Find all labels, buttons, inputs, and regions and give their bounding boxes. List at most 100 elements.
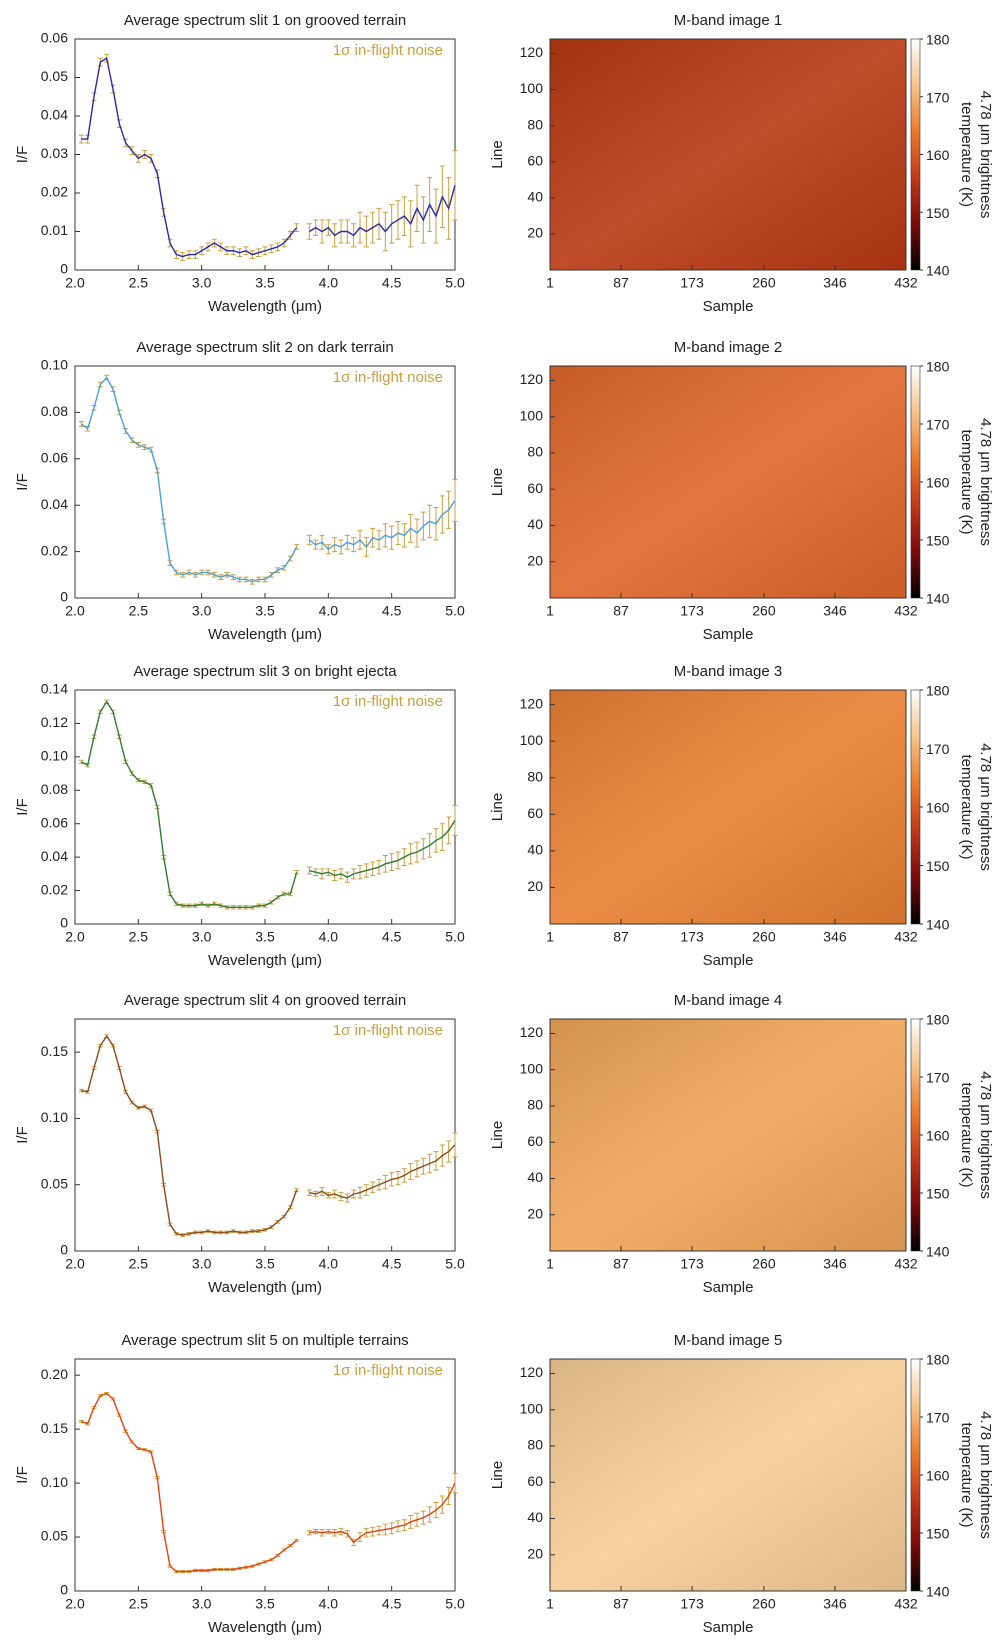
x-tick-label: 4.0 xyxy=(319,1596,339,1612)
y-tick-label: 20 xyxy=(527,1205,543,1221)
x-axis-label: Wavelength (μm) xyxy=(208,952,322,969)
x-tick-label: 2.0 xyxy=(65,275,85,291)
y-tick-label: 0.02 xyxy=(41,542,68,558)
y-tick-label: 60 xyxy=(527,1473,543,1489)
y-axis-label: Line xyxy=(489,1121,506,1149)
x-tick-label: 2.5 xyxy=(129,1256,149,1272)
noise-annotation: 1σ in-flight noise xyxy=(333,693,443,710)
chart-title: Average spectrum slit 3 on bright ejecta xyxy=(133,663,397,680)
error-bar xyxy=(452,1472,458,1494)
error-bar xyxy=(78,134,84,144)
y-tick-label: 0.10 xyxy=(41,748,68,764)
colorbar-tick-label: 180 xyxy=(926,1012,950,1028)
x-tick-label: 3.0 xyxy=(192,275,212,291)
y-tick-label: 80 xyxy=(527,768,543,784)
spectrum-line xyxy=(81,1392,456,1573)
x-tick-label: 3.0 xyxy=(192,929,212,945)
colorbar-tick-label: 140 xyxy=(926,591,950,607)
y-tick-label: 0.03 xyxy=(41,145,68,161)
y-tick-label: 0 xyxy=(60,1582,68,1598)
x-tick-label: 4.5 xyxy=(382,1596,402,1612)
y-tick-label: 40 xyxy=(527,1169,543,1185)
y-tick-label: 0.06 xyxy=(41,450,68,466)
x-tick-label: 173 xyxy=(680,1596,704,1612)
error-bar xyxy=(78,1088,84,1093)
plot-frame xyxy=(549,365,907,599)
y-axis-label: Line xyxy=(489,468,506,496)
x-tick-label: 87 xyxy=(613,275,629,291)
x-tick-label: 173 xyxy=(680,603,704,619)
x-axis-label: Wavelength (μm) xyxy=(208,1619,322,1636)
y-tick-label: 0 xyxy=(60,915,68,931)
y-tick-label: 0.08 xyxy=(41,403,68,419)
y-tick-label: 0.10 xyxy=(41,1109,68,1125)
x-tick-label: 4.5 xyxy=(382,603,402,619)
x-tick-label: 5.0 xyxy=(445,929,465,945)
image-texture xyxy=(550,39,906,270)
x-tick-label: 2.0 xyxy=(65,929,85,945)
chart-title: Average spectrum slit 4 on grooved terra… xyxy=(124,992,406,1009)
x-tick-label: 4.0 xyxy=(319,275,339,291)
y-tick-label: 0.14 xyxy=(41,681,68,697)
y-axis-label: I/F xyxy=(14,1466,31,1484)
x-tick-label: 346 xyxy=(823,929,847,945)
chart-title: Average spectrum slit 5 on multiple terr… xyxy=(121,1332,408,1349)
chart-title: M-band image 3 xyxy=(674,663,782,680)
y-tick-label: 100 xyxy=(520,1060,544,1076)
x-tick-label: 260 xyxy=(752,1596,776,1612)
colorbar-label: 4.78 μm brightness xyxy=(977,418,994,546)
colorbar-tick-label: 160 xyxy=(926,800,950,816)
x-tick-label: 3.5 xyxy=(255,929,275,945)
plot-frame xyxy=(549,1018,907,1252)
colorbar-label: temperature (K) xyxy=(958,754,975,859)
y-tick-label: 0.05 xyxy=(41,68,68,84)
y-tick-label: 0.04 xyxy=(41,848,68,864)
x-axis-label: Wavelength (μm) xyxy=(208,1279,322,1296)
x-tick-label: 260 xyxy=(752,929,776,945)
colorbar-tick-label: 150 xyxy=(926,205,950,221)
x-tick-label: 260 xyxy=(752,603,776,619)
chart-title: M-band image 4 xyxy=(674,992,782,1009)
colorbar-tick-label: 170 xyxy=(926,1410,950,1426)
x-tick-label: 5.0 xyxy=(445,275,465,291)
y-tick-label: 0.04 xyxy=(41,496,68,512)
colorbar xyxy=(910,365,921,599)
x-tick-label: 3.0 xyxy=(192,603,212,619)
x-tick-label: 346 xyxy=(823,275,847,291)
y-axis-label: I/F xyxy=(14,146,31,164)
error-bar xyxy=(306,1530,312,1536)
colorbar-tick-label: 180 xyxy=(926,1352,950,1368)
y-tick-label: 0.10 xyxy=(41,357,68,373)
colorbar-label: temperature (K) xyxy=(958,1422,975,1527)
y-tick-label: 0.02 xyxy=(41,881,68,897)
spectrum-line xyxy=(81,57,456,258)
y-tick-label: 60 xyxy=(527,805,543,821)
x-tick-label: 3.0 xyxy=(192,1256,212,1272)
y-axis-label: Line xyxy=(489,793,506,821)
y-tick-label: 120 xyxy=(520,1024,544,1040)
x-tick-label: 2.0 xyxy=(65,1596,85,1612)
x-tick-label: 2.5 xyxy=(129,603,149,619)
colorbar xyxy=(910,689,921,925)
plot-frame xyxy=(549,38,907,271)
y-tick-label: 0.20 xyxy=(41,1366,68,1382)
image-texture xyxy=(550,366,906,598)
noise-annotation: 1σ in-flight noise xyxy=(333,1022,443,1039)
x-tick-label: 1 xyxy=(546,1596,554,1612)
x-tick-label: 173 xyxy=(680,929,704,945)
y-tick-label: 20 xyxy=(527,1545,543,1561)
y-tick-label: 0.05 xyxy=(41,1175,68,1191)
y-tick-label: 0.15 xyxy=(41,1043,68,1059)
x-axis-label: Wavelength (μm) xyxy=(208,298,322,315)
x-axis-label: Sample xyxy=(703,952,754,969)
y-tick-label: 120 xyxy=(520,695,544,711)
plot-frame xyxy=(74,1358,456,1592)
colorbar-tick-label: 150 xyxy=(926,1186,950,1202)
x-tick-label: 87 xyxy=(613,1256,629,1272)
x-tick-label: 432 xyxy=(894,603,918,619)
x-tick-label: 4.5 xyxy=(382,1256,402,1272)
colorbar-tick-label: 140 xyxy=(926,917,950,933)
y-tick-label: 60 xyxy=(527,1133,543,1149)
